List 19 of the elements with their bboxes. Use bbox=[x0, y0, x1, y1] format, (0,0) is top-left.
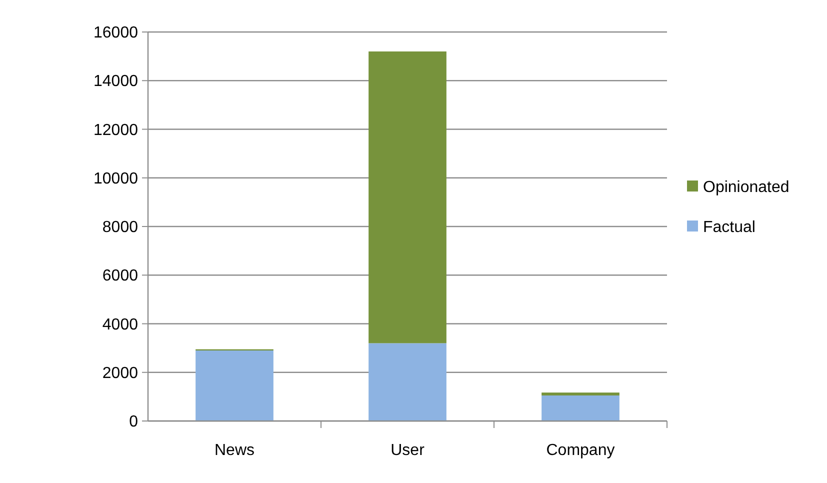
y-tick-label: 4000 bbox=[102, 316, 138, 334]
bar bbox=[542, 392, 620, 396]
legend-label: Opinionated bbox=[703, 179, 790, 196]
y-tick-label: 12000 bbox=[94, 122, 138, 139]
x-tick-label: Company bbox=[546, 442, 615, 459]
bar bbox=[368, 343, 446, 421]
bar bbox=[542, 395, 620, 421]
y-tick-label: 0 bbox=[129, 414, 138, 431]
y-tick-label: 16000 bbox=[94, 24, 138, 42]
bar bbox=[196, 350, 274, 421]
x-tick-label: News bbox=[214, 442, 255, 459]
y-tick-label: 8000 bbox=[102, 219, 138, 236]
x-tick-label: User bbox=[390, 442, 426, 459]
y-tick-label: 10000 bbox=[94, 170, 138, 188]
y-tick-label: 2000 bbox=[102, 364, 138, 382]
y-tick-label: 6000 bbox=[102, 268, 138, 285]
bar bbox=[368, 51, 446, 344]
y-tick-label: 14000 bbox=[94, 73, 138, 90]
legend-label: Factual bbox=[703, 219, 756, 236]
